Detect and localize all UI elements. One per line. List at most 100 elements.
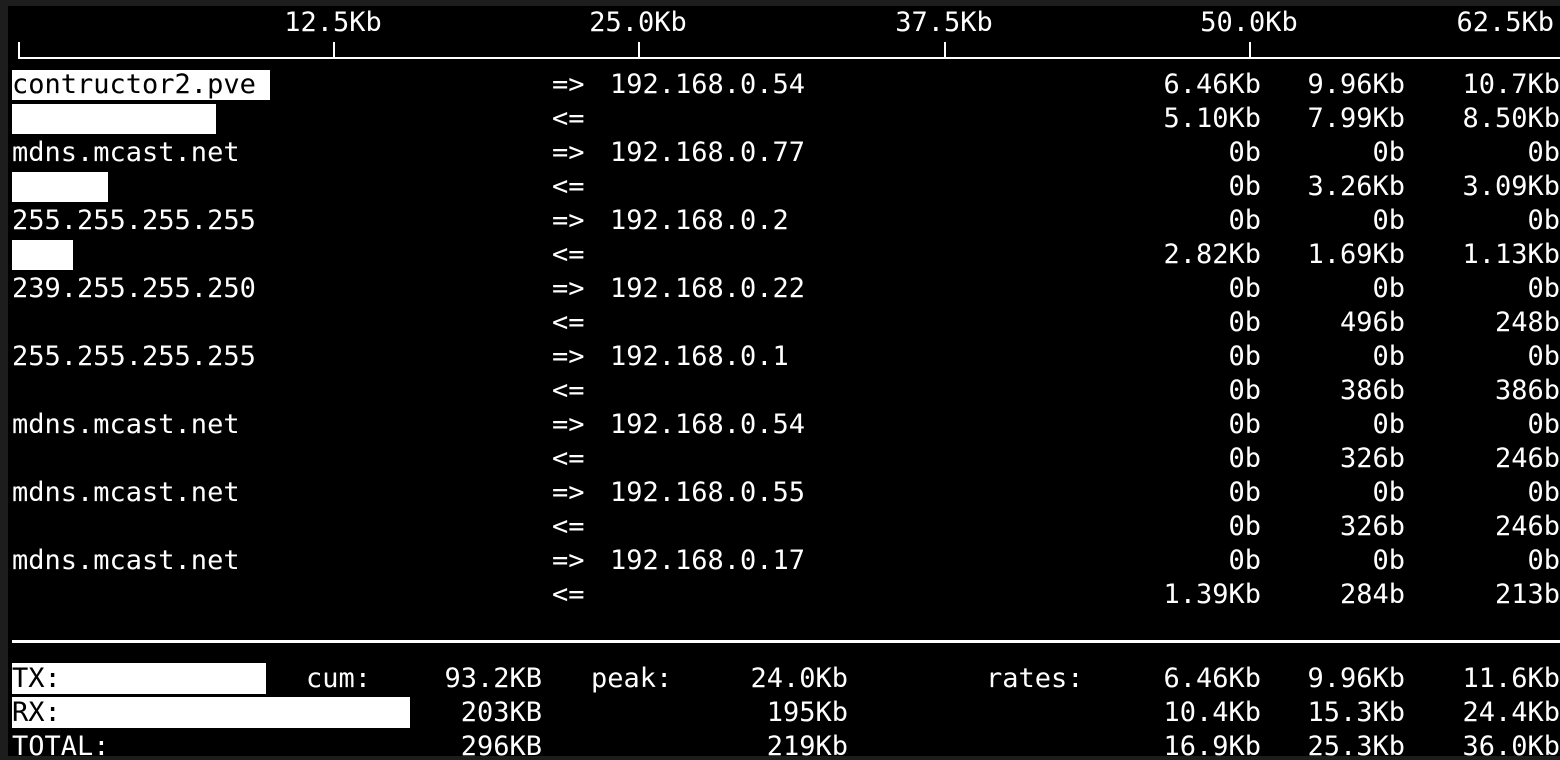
flow-row[interactable]: <= 0b 326b 246b [8,510,1560,544]
flow-rate-10s: 326b [1339,511,1405,542]
flow-rate-40s: 0b [1527,545,1560,576]
flow-peer-address: 192.168.0.22 [610,273,806,304]
scale-tick [1249,42,1251,58]
bandwidth-bar [12,172,108,202]
flow-row[interactable]: <= 0b 326b 246b [8,442,1560,476]
summary-rate-2s: 6.46Kb [1163,663,1261,694]
direction-out-icon: => [552,409,585,440]
flow-rate-2s: 0b [1228,443,1261,474]
direction-out-icon: => [552,69,585,100]
flow-row[interactable]: <= 2.82Kb 1.69Kb 1.13Kb [8,238,1560,272]
bandwidth-bar [12,240,73,270]
summary-rate-2s: 10.4Kb [1163,697,1261,728]
flow-table[interactable]: contructor2.pve => 192.168.0.54 6.46Kb 9.96K… [8,68,1560,632]
flow-rate-10s: 3.26Kb [1307,171,1405,202]
summary-cum-value: 93.2KB [444,663,542,694]
flow-rate-40s: 0b [1527,137,1560,168]
direction-in-icon: <= [552,375,585,406]
flow-rate-10s: 7.99Kb [1307,103,1405,134]
flow-host-name: 255.255.255.255 [12,205,256,236]
flow-row[interactable]: contructor2.pve => 192.168.0.54 6.46Kb 9.96K… [8,68,1560,102]
flow-rate-2s: 6.46Kb [1163,69,1261,100]
bandwidth-bar [12,104,216,134]
direction-out-icon: => [552,545,585,576]
flow-rate-40s: 1.13Kb [1462,239,1560,270]
scale-label: 50.0Kb [1200,7,1298,38]
flow-rate-10s: 9.96Kb [1307,69,1405,100]
flow-rate-2s: 1.39Kb [1163,579,1261,610]
flow-row[interactable]: mdns.mcast.net => 192.168.0.55 0b 0b 0b [8,476,1560,510]
flow-rate-40s: 0b [1527,477,1560,508]
flow-rate-2s: 0b [1228,341,1261,372]
scale-tick [944,42,946,58]
flow-rate-2s: 0b [1228,307,1261,338]
summary-peak-value: 195Kb [766,697,848,728]
direction-in-icon: <= [552,239,585,270]
flow-rate-40s: 246b [1494,443,1560,474]
flow-row[interactable]: <= 5.10Kb 7.99Kb 8.50Kb [8,102,1560,136]
flow-row[interactable]: mdns.mcast.net => 192.168.0.17 0b 0b 0b [8,544,1560,578]
flow-row[interactable]: 239.255.255.250 => 192.168.0.22 0b 0b 0b [8,272,1560,306]
flow-row[interactable]: <= 1.39Kb 284b 213b [8,578,1560,612]
summary-row-label: RX: [12,697,61,728]
flow-rate-10s: 386b [1339,375,1405,406]
summary-row: TX: cum: peak: rates: 93.2KB 24.0Kb 6.46Kb 9.96… [8,662,1560,696]
flow-rate-2s: 0b [1228,375,1261,406]
direction-out-icon: => [552,273,585,304]
flow-peer-address: 192.168.0.1 [610,341,789,372]
flow-rate-10s: 1.69Kb [1307,239,1405,270]
summary-cum-value: 203KB [460,697,542,728]
scale-tick [333,42,335,58]
flow-rate-2s: 0b [1228,137,1261,168]
flow-row[interactable]: mdns.mcast.net => 192.168.0.77 0b 0b 0b [8,136,1560,170]
flow-host-name: mdns.mcast.net [12,137,240,168]
summary-cum-value: 296KB [460,731,542,756]
flow-host-name: 239.255.255.250 [12,273,256,304]
flow-rate-2s: 0b [1228,477,1261,508]
flow-peer-address: 192.168.0.54 [610,69,806,100]
flow-rate-2s: 0b [1228,205,1261,236]
direction-out-icon: => [552,205,585,236]
flow-rate-40s: 0b [1527,409,1560,440]
flow-rate-10s: 0b [1372,545,1405,576]
flow-rate-40s: 248b [1494,307,1560,338]
summary-key-peak: peak: [591,663,673,694]
bandwidth-scale: 12.5Kb 25.0Kb 37.5Kb 50.0Kb 62.5Kb [8,6,1560,66]
direction-in-icon: <= [552,443,585,474]
flow-rate-40s: 10.7Kb [1462,69,1560,100]
scale-label: 12.5Kb [284,7,382,38]
flow-rate-10s: 326b [1339,443,1405,474]
flow-row[interactable]: 255.255.255.255 => 192.168.0.1 0b 0b 0b [8,340,1560,374]
flow-rate-10s: 0b [1372,137,1405,168]
flow-rate-2s: 2.82Kb [1163,239,1261,270]
flow-rate-40s: 0b [1527,341,1560,372]
direction-in-icon: <= [552,103,585,134]
flow-rate-10s: 496b [1339,307,1405,338]
flow-rate-40s: 386b [1494,375,1560,406]
summary-bandwidth-bar [12,697,410,728]
scale-label: 37.5Kb [895,7,993,38]
flow-row[interactable]: <= 0b 386b 386b [8,374,1560,408]
flow-rate-40s: 0b [1527,205,1560,236]
flow-host-name: 255.255.255.255 [12,341,256,372]
scale-origin-tick [18,42,20,58]
flow-peer-address: 192.168.0.55 [610,477,806,508]
flow-row[interactable]: mdns.mcast.net => 192.168.0.54 0b 0b 0b [8,408,1560,442]
flow-rate-40s: 246b [1494,511,1560,542]
flow-peer-address: 192.168.0.77 [610,137,806,168]
flow-rate-10s: 0b [1372,341,1405,372]
summary-rate-10s: 25.3Kb [1307,731,1405,756]
summary-row: RX: 203KB 195Kb 10.4Kb 15.3Kb 24.4Kb [8,696,1560,730]
flow-rate-40s: 8.50Kb [1462,103,1560,134]
summary-rate-2s: 16.9Kb [1163,731,1261,756]
flow-row[interactable]: <= 0b 3.26Kb 3.09Kb [8,170,1560,204]
flow-row[interactable]: <= 0b 496b 248b [8,306,1560,340]
flow-row[interactable]: 255.255.255.255 => 192.168.0.2 0b 0b 0b [8,204,1560,238]
flow-host-name: mdns.mcast.net [12,545,240,576]
scale-tick [638,42,640,58]
direction-in-icon: <= [552,579,585,610]
direction-out-icon: => [552,477,585,508]
summary-rate-10s: 15.3Kb [1307,697,1405,728]
summary-rate-40s: 11.6Kb [1462,663,1560,694]
flow-host-name: mdns.mcast.net [12,409,240,440]
